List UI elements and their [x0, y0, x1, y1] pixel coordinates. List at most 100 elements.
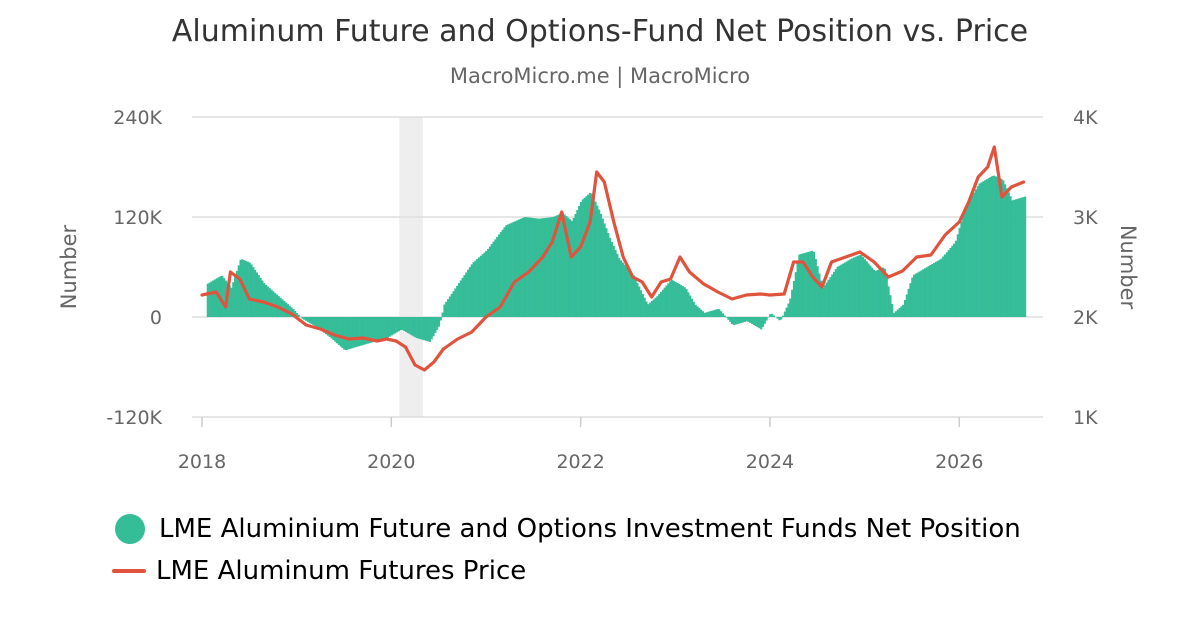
- net-position-bar: [410, 317, 413, 336]
- net-position-bar: [680, 285, 683, 317]
- net-position-bar: [305, 317, 308, 321]
- net-position-bar: [831, 274, 834, 317]
- net-position-bar: [519, 218, 522, 317]
- legend-item-net-position[interactable]: LME Aluminium Future and Options Investm…: [112, 508, 1021, 550]
- net-position-bar: [370, 317, 373, 343]
- net-position-bar: [709, 311, 712, 317]
- y-left-tick-label: -120K: [106, 407, 162, 429]
- net-position-bar: [789, 298, 792, 317]
- net-position-bar: [459, 280, 462, 317]
- net-position-bar: [558, 214, 561, 317]
- net-position-bar: [215, 278, 218, 317]
- net-position-bar: [663, 287, 666, 317]
- net-position-bar: [1009, 196, 1012, 317]
- net-position-bar: [376, 317, 379, 341]
- net-position-bar: [867, 263, 870, 317]
- net-position-bar: [632, 275, 635, 317]
- net-position-bar: [916, 272, 919, 317]
- net-position-bar: [512, 221, 515, 317]
- net-position-bar: [925, 267, 928, 317]
- net-position-bar: [470, 264, 473, 317]
- net-position-bar: [605, 228, 608, 317]
- net-position-bar: [301, 317, 304, 319]
- net-position-bar: [472, 262, 475, 317]
- x-tick-label: 2018: [178, 451, 226, 473]
- net-position-bar: [1020, 197, 1023, 317]
- y-left-tick-label: 0: [150, 307, 162, 329]
- net-position-bar: [883, 268, 887, 317]
- net-position-bar: [518, 219, 521, 317]
- net-position-bar: [447, 299, 450, 317]
- net-position-bar: [720, 311, 723, 317]
- net-position-bar: [721, 313, 725, 317]
- net-position-bar: [825, 282, 828, 317]
- net-position-bar: [756, 317, 759, 328]
- net-position-bar: [315, 317, 319, 328]
- net-position-bar: [598, 209, 601, 317]
- net-position-bar: [246, 261, 249, 317]
- net-position-bar: [987, 178, 990, 317]
- net-position-bar: [581, 199, 584, 317]
- net-position-bar: [607, 233, 610, 317]
- net-position-bar: [397, 317, 400, 332]
- legend-item-price[interactable]: LME Aluminum Futures Price: [112, 550, 1021, 592]
- net-position-bar: [690, 298, 694, 317]
- net-position-bar: [356, 317, 359, 347]
- net-position-bar: [985, 179, 988, 317]
- net-position-bar: [416, 317, 419, 339]
- net-position-bar: [1011, 200, 1014, 317]
- net-position-bar: [214, 279, 217, 317]
- net-position-bar: [385, 317, 388, 339]
- net-position-bar: [705, 312, 708, 317]
- net-position-bar: [911, 277, 914, 317]
- net-position-bar: [918, 271, 921, 317]
- net-position-bar: [552, 216, 555, 317]
- net-position-bar: [893, 312, 896, 317]
- x-tick-label: 2024: [746, 451, 794, 473]
- net-position-bar: [436, 317, 439, 330]
- net-position-bar: [561, 212, 564, 317]
- net-position-bar: [760, 317, 763, 330]
- shaded-period: [399, 117, 423, 417]
- net-position-bar: [405, 317, 408, 333]
- net-position-bar: [1004, 184, 1007, 317]
- net-position-bar: [991, 175, 994, 317]
- net-position-bar: [232, 282, 235, 317]
- net-position-bar: [727, 317, 730, 320]
- net-position-bar: [969, 199, 972, 317]
- net-position-bar: [406, 317, 410, 334]
- x-tick-label: 2022: [556, 451, 604, 473]
- net-position-bar: [843, 262, 846, 317]
- net-position-bar: [840, 264, 843, 317]
- price-line: [200, 145, 1026, 372]
- y-right-axis-title: Number: [1116, 225, 1140, 310]
- net-position-bar: [603, 223, 606, 317]
- net-position-bar: [905, 294, 908, 317]
- net-position-bar: [874, 270, 877, 317]
- net-position-bar: [463, 275, 466, 317]
- y-right-tick-label: 2K: [1073, 307, 1098, 329]
- net-position-bar: [641, 294, 644, 317]
- net-position-bar: [818, 273, 821, 317]
- net-position-bar: [374, 317, 377, 342]
- net-position-bar: [208, 282, 211, 317]
- net-position-bar: [822, 287, 825, 317]
- net-position-bar: [430, 317, 433, 340]
- net-position-bar: [816, 266, 819, 317]
- net-position-bar: [827, 279, 830, 317]
- net-position-bar: [417, 317, 421, 339]
- net-position-bar: [769, 314, 772, 317]
- net-position-bar: [399, 317, 402, 331]
- net-position-bar: [461, 277, 464, 317]
- net-position-bar: [523, 217, 526, 317]
- net-position-bar: [339, 317, 342, 347]
- net-position-bar: [1014, 199, 1018, 317]
- net-position-bar: [488, 246, 492, 317]
- net-position-bar: [317, 317, 320, 329]
- net-position-bar: [261, 280, 264, 317]
- net-position-bar: [669, 281, 672, 317]
- net-position-bar: [352, 317, 355, 348]
- legend-line-icon: [112, 569, 146, 573]
- net-position-bar: [206, 283, 209, 317]
